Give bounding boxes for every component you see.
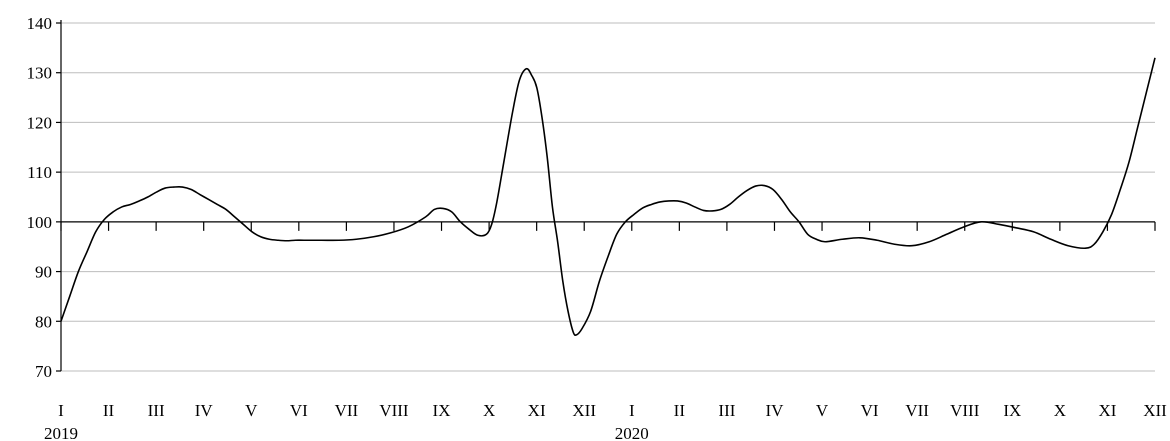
x-tick-label: X <box>483 401 495 420</box>
x-tick-label: II <box>103 401 115 420</box>
x-tick-label: I <box>58 401 64 420</box>
x-tick-label: II <box>674 401 686 420</box>
gridlines <box>61 22 1155 372</box>
y-tick-label: 90 <box>35 263 52 282</box>
x-tick-label: VII <box>335 401 359 420</box>
x-tick-label: XI <box>528 401 546 420</box>
x-tick-label: V <box>245 401 258 420</box>
x-tick-label: VIII <box>379 401 409 420</box>
y-tick-label: 70 <box>35 362 52 381</box>
x-tick-label: I <box>629 401 635 420</box>
y-tick-label: 130 <box>27 64 53 83</box>
x-tick-label: III <box>148 401 165 420</box>
y-tick-label: 100 <box>27 213 53 232</box>
x-tick-label: X <box>1054 401 1066 420</box>
x-tick-label: IX <box>1003 401 1021 420</box>
x-tick-label: V <box>816 401 829 420</box>
x-tick-label: VIII <box>950 401 980 420</box>
x-tick-label: XII <box>1143 401 1167 420</box>
x-tick-label: VI <box>290 401 308 420</box>
year-label: 2019 <box>44 424 78 441</box>
x-tick-label: IV <box>766 401 785 420</box>
x-tick-label: XII <box>572 401 596 420</box>
y-tick-labels: 70 80 90 100 110 120 130 140 <box>27 14 53 381</box>
series-layer <box>60 57 1156 336</box>
x-tick-label: XI <box>1098 401 1116 420</box>
y-tick-label: 110 <box>27 163 52 182</box>
x-tick-label: III <box>718 401 735 420</box>
x-tick-label: IX <box>433 401 451 420</box>
x-tick-label: IV <box>195 401 214 420</box>
y-tick-label: 120 <box>27 113 53 132</box>
x-tick-label: VII <box>905 401 929 420</box>
x-tick-label: VI <box>861 401 879 420</box>
y-tick-label: 80 <box>35 312 52 331</box>
x-tick-labels: I II III IV V VI VII VIII IX X XI XII I II III IV V VI VII… <box>44 401 1167 441</box>
axes <box>56 20 1156 372</box>
y-tick-label: 140 <box>27 14 53 33</box>
series-line <box>60 57 1156 336</box>
year-label: 2020 <box>615 424 649 441</box>
